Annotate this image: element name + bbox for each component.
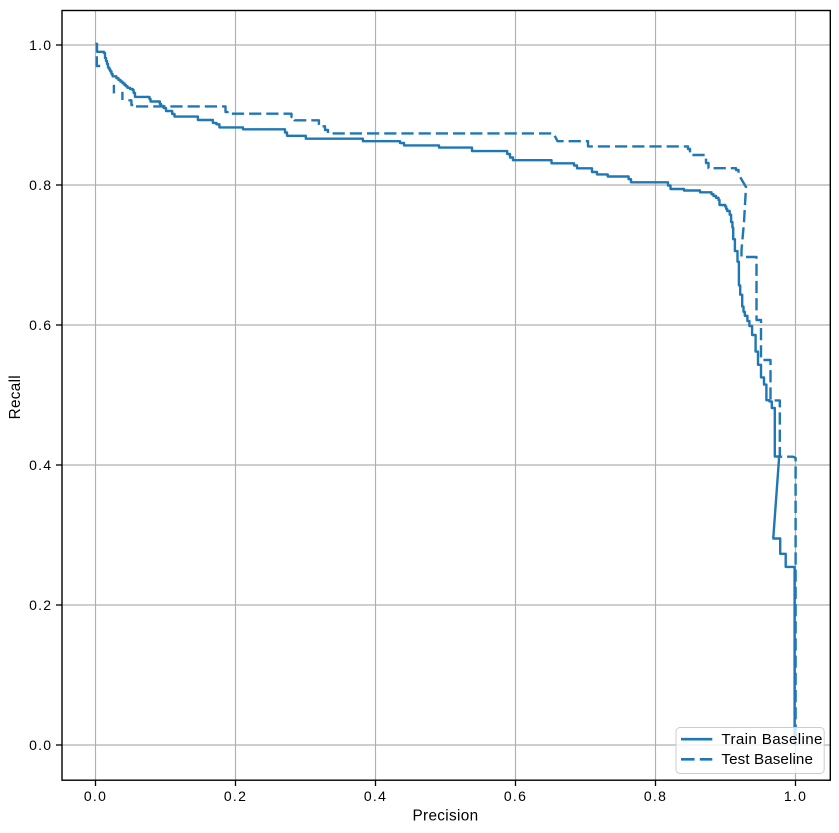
svg-text:0.8: 0.8 <box>29 177 52 193</box>
svg-text:0.6: 0.6 <box>504 788 527 804</box>
svg-text:0.4: 0.4 <box>364 788 387 804</box>
svg-text:0.6: 0.6 <box>29 317 52 333</box>
svg-text:0.2: 0.2 <box>224 788 247 804</box>
svg-text:1.0: 1.0 <box>784 788 807 804</box>
svg-text:0.8: 0.8 <box>644 788 667 804</box>
svg-text:0.0: 0.0 <box>29 737 52 753</box>
svg-text:0.2: 0.2 <box>29 597 52 613</box>
svg-text:1.0: 1.0 <box>29 37 52 53</box>
svg-text:0.0: 0.0 <box>84 788 107 804</box>
svg-text:Precision: Precision <box>412 808 478 825</box>
svg-text:0.4: 0.4 <box>29 457 52 473</box>
svg-text:Recall: Recall <box>7 375 24 419</box>
svg-text:Train Baseline: Train Baseline <box>721 731 822 748</box>
svg-text:Test Baseline: Test Baseline <box>721 751 813 768</box>
